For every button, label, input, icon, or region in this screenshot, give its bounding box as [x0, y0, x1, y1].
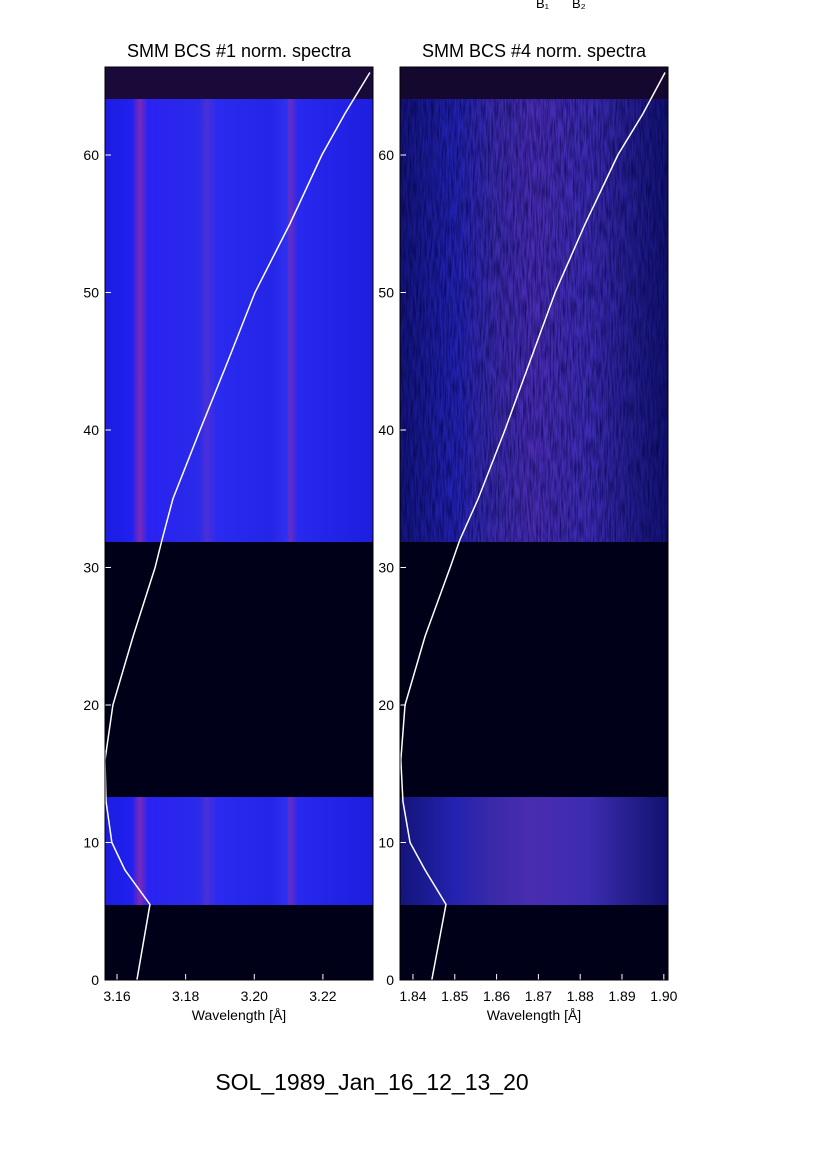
x-tick-label: 1.89: [608, 988, 635, 1004]
x-tick-label: 3.16: [103, 988, 130, 1004]
x-axis-label: Wavelength [Å]: [487, 1007, 581, 1023]
x-tick-label: 3.20: [241, 988, 268, 1004]
plot-frame: [104, 66, 374, 981]
x-tick-label: 1.84: [399, 988, 426, 1004]
chart-title: SMM BCS #4 norm. spectra: [422, 41, 647, 61]
y-tick-label: 20: [378, 697, 394, 713]
y-tick-label: 60: [83, 147, 99, 163]
y-tick-label: 40: [83, 422, 99, 438]
y-tick-label: 50: [378, 285, 394, 301]
x-tick-label: 1.87: [525, 988, 552, 1004]
curve: [104, 72, 371, 981]
x-tick-label: 1.85: [441, 988, 468, 1004]
x-tick-label: 1.88: [567, 988, 594, 1004]
x-tick-label: 3.22: [309, 988, 336, 1004]
y-tick-label: 0: [91, 972, 99, 988]
plot-frame: [399, 66, 669, 981]
header-label: B₁: [536, 0, 550, 11]
y-tick-label: 30: [378, 560, 394, 576]
y-tick-label: 20: [83, 697, 99, 713]
header-label: B₂: [572, 0, 586, 11]
y-tick-label: 60: [378, 147, 394, 163]
chart-title: SMM BCS #1 norm. spectra: [127, 41, 352, 61]
footer: SOL_1989_Jan_16_12_13_20: [215, 1069, 528, 1095]
x-tick-label: 3.18: [172, 988, 199, 1004]
y-tick-label: 0: [386, 972, 394, 988]
y-tick-label: 10: [83, 835, 99, 851]
heatmap-2: [400, 67, 668, 980]
x-tick-label: 1.90: [650, 988, 677, 1004]
x-tick-label: 1.86: [483, 988, 510, 1004]
y-tick-label: 40: [378, 422, 394, 438]
x-axis-label: Wavelength [Å]: [192, 1007, 286, 1023]
curve: [400, 72, 666, 981]
y-tick-label: 50: [83, 285, 99, 301]
heatmap-1: [105, 67, 373, 980]
y-tick-label: 30: [83, 560, 99, 576]
y-tick-label: 10: [378, 835, 394, 851]
